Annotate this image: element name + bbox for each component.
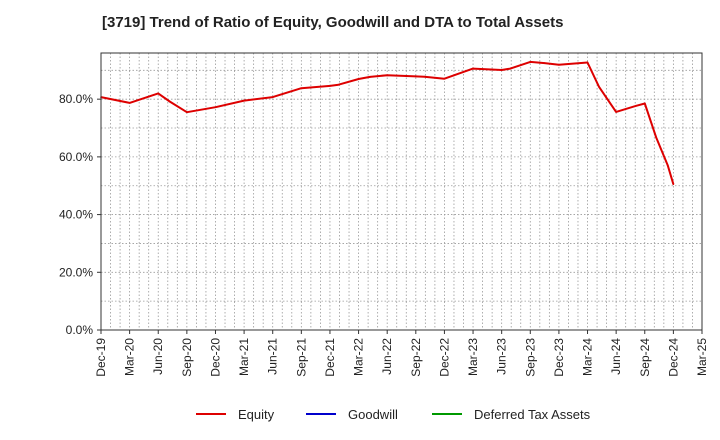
data-point	[300, 87, 303, 90]
legend-label: Goodwill	[348, 407, 398, 422]
y-tick-label: 20.0%	[59, 265, 93, 279]
legend-label: Equity	[238, 407, 275, 422]
x-tick-label: Mar-23	[466, 338, 480, 376]
data-point	[500, 69, 503, 71]
x-tick-label: Jun-24	[609, 338, 623, 375]
data-point	[157, 92, 160, 95]
data-point	[586, 61, 589, 64]
data-point	[615, 111, 617, 113]
plot-background	[101, 53, 702, 330]
data-point	[509, 67, 512, 70]
x-tick-label: Dec-24	[666, 338, 680, 377]
x-tick-label: Mar-25	[695, 338, 709, 376]
data-point	[598, 85, 600, 88]
data-point	[214, 106, 217, 109]
data-point	[128, 102, 131, 104]
data-point	[415, 75, 417, 78]
x-tick-label: Jun-22	[380, 338, 394, 375]
data-point	[558, 64, 560, 66]
data-point	[672, 183, 675, 186]
data-point	[243, 99, 245, 102]
data-point	[643, 102, 646, 105]
x-tick-label: Dec-20	[208, 338, 222, 377]
x-tick-label: Jun-23	[495, 338, 509, 375]
legend: Equity Goodwill Deferred Tax Assets	[196, 407, 591, 422]
data-point	[423, 75, 426, 78]
data-point	[369, 76, 371, 78]
axes	[100, 52, 703, 331]
x-tick-label: Mar-22	[352, 338, 366, 376]
plot-frame	[100, 52, 703, 331]
y-tick-label: 80.0%	[59, 92, 93, 106]
data-point	[635, 105, 637, 107]
x-tick-label: Sep-24	[638, 338, 652, 377]
x-tick-label: Mar-21	[237, 338, 251, 376]
x-tick-label: Sep-22	[409, 338, 423, 377]
x-tick-label: Dec-21	[323, 338, 337, 377]
data-point	[337, 83, 340, 86]
data-point	[472, 67, 474, 70]
x-tick-label: Sep-21	[294, 338, 308, 377]
x-tick-label: Dec-22	[437, 338, 451, 377]
data-point	[386, 74, 388, 77]
data-point	[443, 77, 446, 80]
y-axis-ticks: 0.0% 20.0% 40.0% 60.0% 80.0%	[59, 92, 101, 337]
x-axis-ticks: Dec-19 Mar-20 Jun-20 Sep-20 Dec-20 Mar-21 Jun-…	[94, 330, 709, 377]
x-tick-label: Mar-20	[123, 338, 137, 376]
data-point	[666, 164, 669, 167]
legend-label: Deferred Tax Assets	[474, 407, 591, 422]
x-tick-label: Mar-24	[581, 338, 595, 376]
x-tick-label: Sep-23	[523, 338, 537, 377]
data-point	[529, 61, 532, 63]
data-point	[271, 96, 274, 98]
x-tick-label: Jun-20	[151, 338, 165, 375]
x-tick-label: Jun-21	[266, 338, 280, 375]
y-tick-label: 40.0%	[59, 208, 93, 222]
data-point	[543, 62, 546, 64]
x-tick-label: Dec-23	[552, 338, 566, 377]
data-point	[186, 111, 188, 113]
y-tick-label: 60.0%	[59, 150, 93, 164]
series-layer	[100, 60, 675, 186]
data-point	[655, 136, 658, 139]
x-tick-label: Sep-20	[180, 338, 194, 377]
data-point	[357, 78, 360, 80]
y-tick-label: 0.0%	[66, 323, 94, 337]
data-point	[168, 100, 171, 103]
chart-title: [3719] Trend of Ratio of Equity, Goodwil…	[102, 14, 564, 31]
x-tick-label: Dec-19	[94, 338, 108, 377]
plot-area	[101, 53, 702, 330]
data-point	[329, 85, 331, 87]
